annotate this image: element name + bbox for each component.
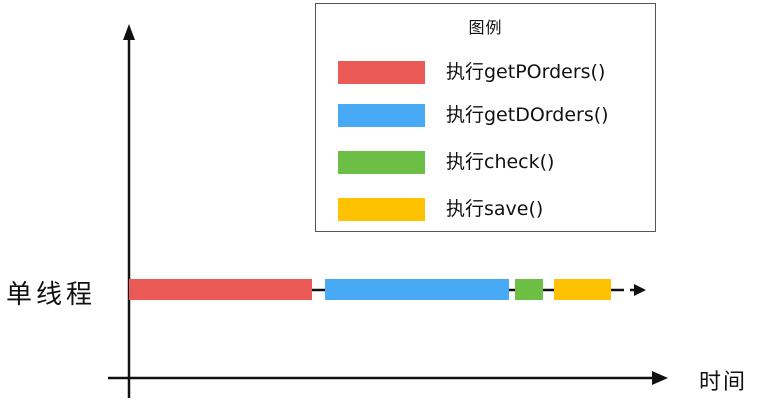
legend-title: 图例 <box>468 18 503 37</box>
legend-swatch <box>338 61 425 84</box>
legend-item-label: 执行save() <box>446 198 544 220</box>
timeline-segment-check <box>515 279 543 300</box>
legend-item-label: 执行check() <box>446 151 555 173</box>
timeline-segment-getporders <box>129 279 312 300</box>
x-axis-arrowhead <box>652 371 668 385</box>
legend-swatch <box>338 104 425 127</box>
legend-swatch <box>338 151 425 174</box>
timeline-arrowhead <box>634 284 646 296</box>
timeline-segment-save <box>554 279 611 300</box>
legend: 图例 执行getPOrders() 执行getDOrders() 执行check… <box>315 3 656 232</box>
legend-swatch <box>338 198 425 221</box>
thread-label: 单线程 <box>6 280 97 310</box>
legend-item-label: 执行getPOrders() <box>446 61 606 83</box>
x-axis-label: 时间 <box>699 370 748 395</box>
timeline-segment-getdorders <box>325 279 509 300</box>
y-axis-arrowhead <box>123 24 135 40</box>
legend-item-label: 执行getDOrders() <box>446 104 609 126</box>
